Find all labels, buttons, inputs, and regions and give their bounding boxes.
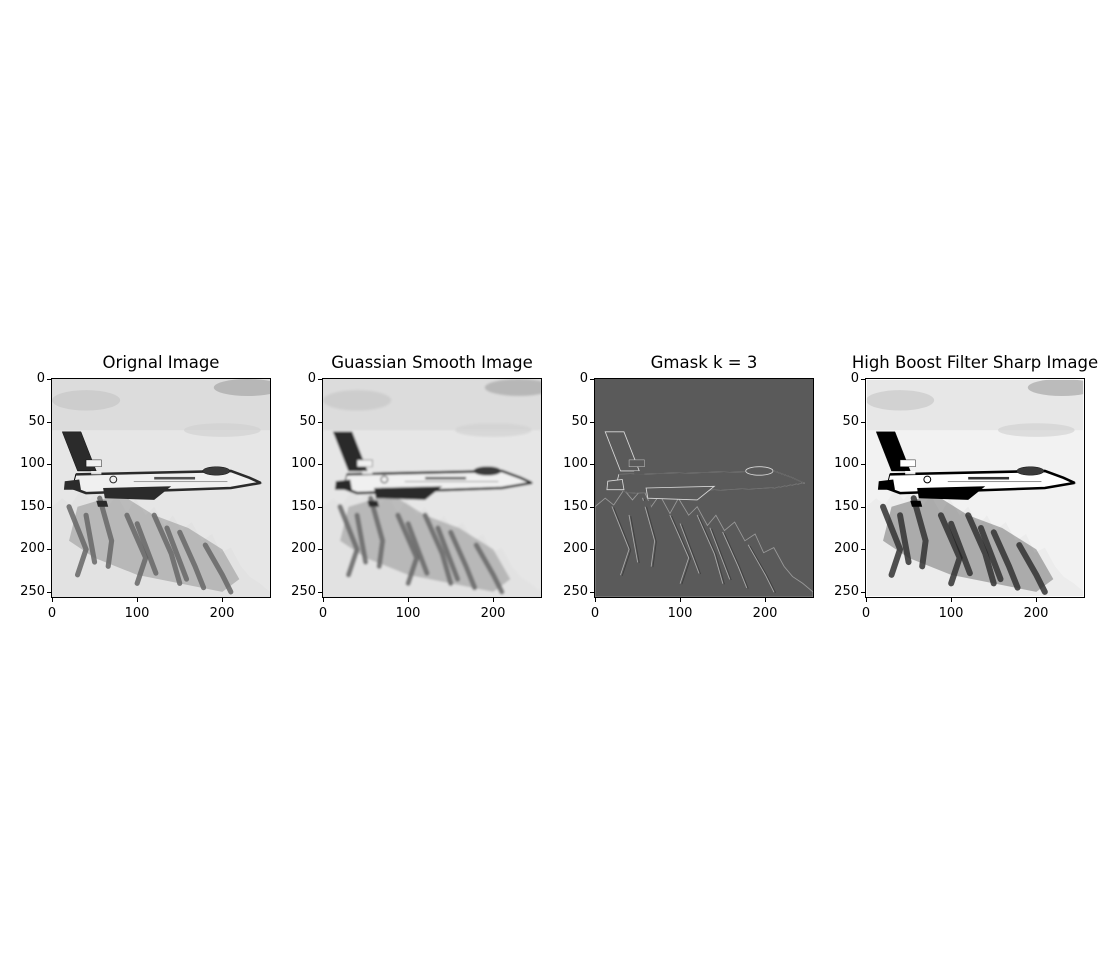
x-tick-mark [222,598,223,602]
y-tick-label: 150 [20,499,45,514]
y-tick-mark [318,379,322,380]
y-tick-label: 200 [563,541,588,556]
y-tick-label: 250 [834,584,859,599]
x-tick-label: 0 [590,606,600,621]
y-tick-mark [47,464,51,465]
y-tick-mark [47,422,51,423]
y-tick-label: 50 [842,414,859,429]
y-tick-label: 50 [299,414,316,429]
x-tick-mark [951,598,952,602]
y-tick-mark [861,422,865,423]
y-tick-mark [318,422,322,423]
x-tick-label: 0 [318,606,328,621]
y-tick-label: 100 [834,456,859,471]
y-tick-label: 50 [571,414,588,429]
photo-smooth [323,379,541,597]
x-tick-mark [493,598,494,602]
x-tick-mark [866,598,867,602]
x-tick-label: 200 [209,606,235,621]
y-tick-label: 250 [291,584,316,599]
photo-mask [595,379,813,597]
y-tick-mark [590,507,594,508]
x-tick-label: 100 [667,606,693,621]
y-tick-label: 100 [20,456,45,471]
y-tick-mark [47,549,51,550]
y-tick-mark [318,592,322,593]
photo-sharp [866,379,1084,597]
y-tick-mark [590,379,594,380]
x-tick-mark [323,598,324,602]
y-tick-label: 100 [563,456,588,471]
photo-original [52,379,270,597]
x-tick-mark [680,598,681,602]
y-tick-mark [318,507,322,508]
x-tick-mark [137,598,138,602]
x-tick-label: 0 [47,606,57,621]
y-tick-mark [861,464,865,465]
y-tick-label: 50 [28,414,45,429]
y-tick-mark [861,507,865,508]
image-frame [322,378,542,598]
y-tick-label: 0 [850,371,859,386]
x-tick-label: 100 [395,606,421,621]
x-tick-label: 200 [1023,606,1049,621]
y-tick-label: 0 [579,371,588,386]
y-tick-label: 0 [307,371,316,386]
y-tick-label: 250 [563,584,588,599]
panel-title: Gmask k = 3 [650,353,758,372]
x-tick-mark [52,598,53,602]
x-tick-label: 200 [752,606,778,621]
x-tick-mark [765,598,766,602]
y-tick-label: 0 [36,371,45,386]
x-tick-mark [408,598,409,602]
y-tick-label: 200 [20,541,45,556]
y-tick-label: 100 [291,456,316,471]
x-tick-label: 200 [480,606,506,621]
image-frame [594,378,814,598]
x-tick-label: 0 [861,606,871,621]
y-tick-mark [861,379,865,380]
y-tick-label: 200 [291,541,316,556]
y-tick-mark [590,422,594,423]
y-tick-mark [47,507,51,508]
y-tick-mark [318,549,322,550]
y-tick-label: 250 [20,584,45,599]
y-tick-label: 150 [291,499,316,514]
x-tick-label: 100 [938,606,964,621]
y-tick-mark [318,464,322,465]
image-frame [51,378,271,598]
y-tick-label: 200 [834,541,859,556]
panel-title: Guassian Smooth Image [331,353,533,372]
x-tick-label: 100 [124,606,150,621]
y-tick-label: 150 [834,499,859,514]
x-tick-mark [595,598,596,602]
y-tick-label: 150 [563,499,588,514]
panel-title: High Boost Filter Sharp Image [851,353,1099,372]
y-tick-mark [47,379,51,380]
image-frame [865,378,1085,598]
x-tick-mark [1036,598,1037,602]
y-tick-mark [590,464,594,465]
panel-title: Orignal Image [102,353,220,372]
y-tick-mark [47,592,51,593]
y-tick-mark [590,549,594,550]
y-tick-mark [590,592,594,593]
y-tick-mark [861,549,865,550]
y-tick-mark [861,592,865,593]
